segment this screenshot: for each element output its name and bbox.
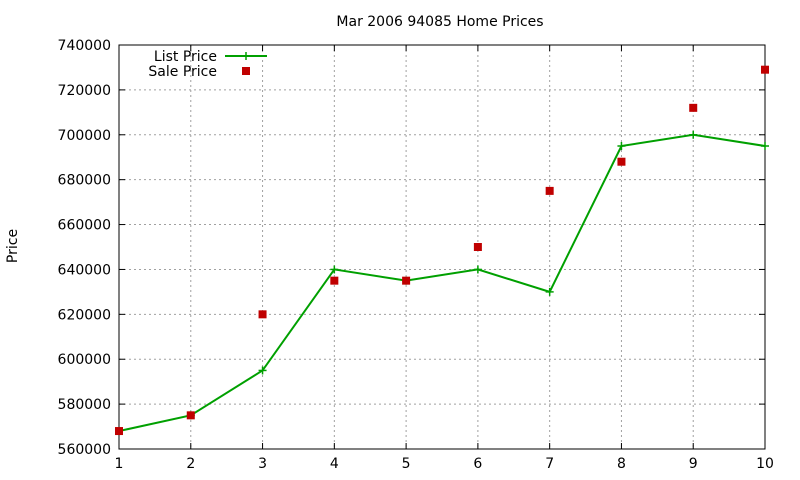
list-price-line [118, 133, 766, 433]
x-tick-label: 7 [545, 456, 554, 472]
sale-price-point [186, 411, 195, 420]
x-tick-label: 2 [186, 456, 195, 472]
x-tick-label: 8 [617, 456, 626, 472]
y-axis-label: Price [5, 229, 21, 263]
sale-price-point [115, 427, 123, 436]
series-layer [115, 65, 769, 436]
legend-label-sale-price: Sale Price [148, 64, 217, 80]
list-price-point [473, 265, 482, 274]
legend-label-list-price: List Price [154, 49, 217, 65]
legend-marker-list-price [242, 52, 250, 60]
y-tick-label: 640000 [58, 262, 111, 278]
x-tick-label: 10 [756, 456, 774, 472]
x-tick-label: 4 [330, 456, 339, 472]
y-tick-label: 600000 [58, 352, 111, 368]
y-tick-label: 680000 [58, 173, 111, 189]
sale-price-point [258, 310, 267, 319]
plot-frame [118, 44, 766, 450]
sale-price-point [545, 186, 554, 195]
y-tick-label: 620000 [58, 307, 111, 323]
sale-price-point [761, 65, 769, 74]
y-tick-label: 560000 [58, 442, 111, 458]
grid [119, 45, 765, 449]
y-tick-label: 700000 [58, 128, 111, 144]
list-price-point [545, 287, 554, 296]
sale-price-point [402, 276, 411, 285]
sale-price-point [617, 157, 626, 166]
list-price-point [617, 142, 626, 150]
list-price-point [258, 366, 267, 375]
series-list-price [115, 130, 769, 436]
list-price-point [761, 142, 769, 150]
x-tick-label: 5 [402, 456, 411, 472]
list-price-point [330, 265, 339, 274]
legend-marker-sale-price [242, 67, 250, 75]
sale-price-point [689, 103, 698, 112]
x-tick-label: 3 [258, 456, 267, 472]
series-sale-price [115, 65, 769, 436]
y-tick-label: 580000 [58, 397, 111, 413]
y-tick-label: 740000 [58, 38, 111, 54]
x-tick-label: 1 [115, 456, 124, 472]
x-tick-label: 9 [689, 456, 698, 472]
list-price-point [689, 130, 698, 139]
chart-title: Mar 2006 94085 Home Prices [336, 14, 543, 30]
x-tick-label: 6 [473, 456, 482, 472]
sale-price-point [330, 276, 339, 285]
y-tick-label: 660000 [58, 218, 111, 234]
sale-price-point [473, 243, 482, 251]
axis-ticks: 560000 580000 600000 620000 640000 660000 6800… [58, 38, 774, 472]
y-tick-label: 720000 [58, 83, 111, 99]
